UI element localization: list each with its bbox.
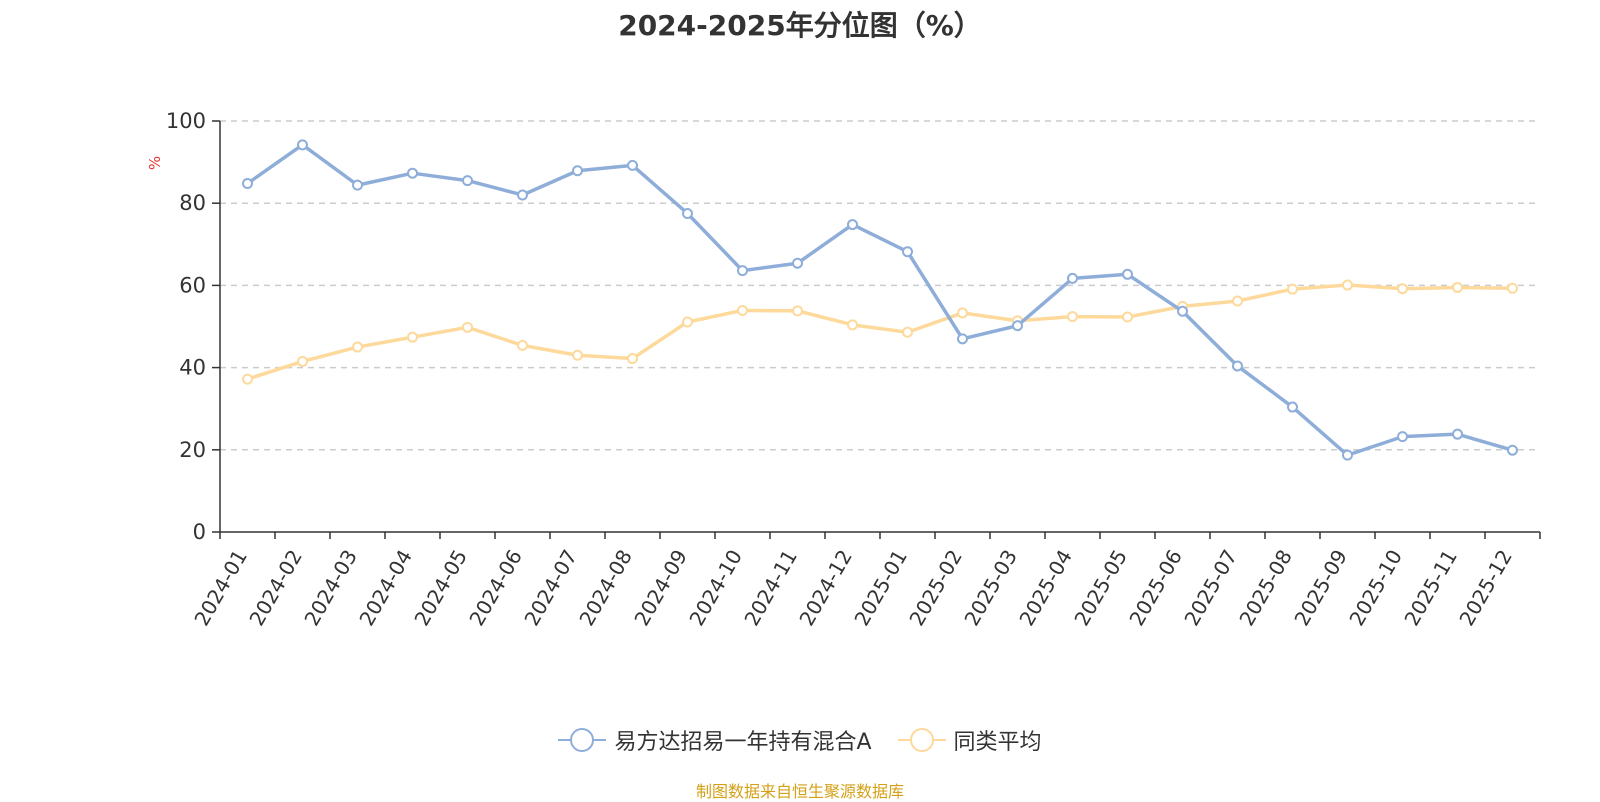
x-tick-label: 2024-07 (519, 546, 582, 630)
legend-item-fund[interactable]: 易方达招易一年持有混合A (558, 724, 872, 756)
data-point[interactable] (517, 189, 528, 201)
data-point[interactable] (242, 373, 253, 385)
series-layer (242, 139, 1518, 461)
x-tick-label: 2025-09 (1289, 546, 1352, 630)
series-line (246, 283, 1513, 381)
chart-title: 2024-2025年分位图（%） (618, 9, 982, 42)
legend-fund-marker-icon (558, 728, 607, 752)
x-tick-label: 2025-11 (1399, 546, 1462, 630)
data-point[interactable] (957, 307, 968, 319)
y-tick-label: 40 (179, 356, 206, 380)
x-tick-label: 2024-05 (409, 546, 472, 630)
data-point[interactable] (1287, 283, 1298, 295)
data-point[interactable] (682, 316, 693, 328)
data-point[interactable] (572, 349, 583, 361)
data-point[interactable] (1012, 320, 1023, 332)
x-tick-label: 2024-12 (794, 546, 857, 630)
axes: 0 20 40 60 80 100 2024-012024-022024-032024-04… (166, 109, 1541, 630)
data-point[interactable] (847, 219, 858, 231)
y-tick-label: 20 (179, 438, 206, 462)
data-point[interactable] (902, 326, 913, 338)
x-tick-label: 2024-09 (629, 546, 692, 630)
data-point[interactable] (792, 305, 803, 317)
x-tick-label: 2025-07 (1179, 546, 1242, 630)
data-point[interactable] (847, 319, 858, 331)
data-point[interactable] (1342, 279, 1353, 291)
legend-item-average[interactable]: 同类平均 (897, 724, 1042, 756)
data-point[interactable] (737, 304, 748, 316)
data-point[interactable] (1452, 281, 1463, 293)
data-point[interactable] (1287, 401, 1298, 413)
x-tick-label: 2024-06 (464, 546, 527, 630)
x-tick-label: 2025-06 (1124, 546, 1187, 630)
data-point[interactable] (627, 159, 638, 171)
data-point[interactable] (462, 175, 473, 187)
legend: 易方达招易一年持有混合A 同类平均 (0, 724, 1600, 756)
data-point[interactable] (1122, 268, 1133, 280)
y-axis-unit-label: % (146, 156, 164, 170)
data-point[interactable] (792, 257, 803, 269)
data-point[interactable] (1507, 444, 1518, 456)
data-point[interactable] (957, 333, 968, 345)
x-tick-label: 2025-05 (1069, 546, 1132, 630)
data-point[interactable] (407, 331, 418, 343)
data-point[interactable] (1122, 311, 1133, 323)
x-tick-label: 2024-10 (684, 546, 747, 630)
x-tick-label: 2025-10 (1344, 546, 1407, 630)
data-point[interactable] (572, 165, 583, 177)
data-point[interactable] (1232, 295, 1243, 307)
data-point[interactable] (1067, 311, 1078, 323)
x-tick-label: 2024-04 (354, 546, 417, 630)
data-point[interactable] (242, 177, 253, 189)
y-tick-label: 80 (179, 191, 206, 215)
data-point[interactable] (352, 341, 363, 353)
data-point[interactable] (1507, 282, 1518, 294)
data-point[interactable] (682, 207, 693, 219)
data-point[interactable] (1177, 305, 1188, 317)
data-point[interactable] (1397, 283, 1408, 295)
x-tick-label: 2025-02 (904, 546, 967, 630)
data-point[interactable] (627, 353, 638, 365)
legend-fund-label: 易方达招易一年持有混合A (614, 730, 872, 755)
y-tick-label: 0 (193, 520, 206, 544)
y-tick-label: 100 (166, 109, 206, 133)
data-point[interactable] (297, 139, 308, 151)
data-point[interactable] (902, 246, 913, 258)
data-point[interactable] (1067, 272, 1078, 284)
x-tick-label: 2025-03 (959, 546, 1022, 630)
x-tick-label: 2025-12 (1454, 546, 1517, 630)
x-tick-label: 2024-02 (244, 546, 307, 630)
series-line (246, 143, 1513, 457)
series-0 (242, 139, 1518, 461)
legend-average-label: 同类平均 (953, 730, 1042, 755)
x-tick-label: 2024-11 (739, 546, 802, 630)
data-source-note: 制图数据来自恒生聚源数据库 (695, 782, 904, 801)
x-tick-label: 2025-04 (1014, 546, 1077, 630)
data-point[interactable] (517, 339, 528, 351)
data-point[interactable] (1232, 360, 1243, 372)
data-point[interactable] (352, 179, 363, 191)
x-tick-label: 2025-01 (849, 546, 912, 630)
x-tick-label: 2025-08 (1234, 546, 1297, 630)
x-tick-label: 2024-08 (574, 546, 637, 630)
legend-average-marker-icon (897, 728, 946, 752)
data-point[interactable] (297, 355, 308, 367)
data-point[interactable] (1342, 449, 1353, 461)
x-tick-label: 2024-03 (299, 546, 362, 630)
x-tick-label: 2024-01 (189, 546, 252, 630)
y-tick-label: 60 (179, 273, 206, 297)
data-point[interactable] (407, 167, 418, 179)
data-point[interactable] (1452, 428, 1463, 440)
data-point[interactable] (462, 321, 473, 333)
data-point[interactable] (1397, 431, 1408, 443)
data-point[interactable] (737, 265, 748, 277)
